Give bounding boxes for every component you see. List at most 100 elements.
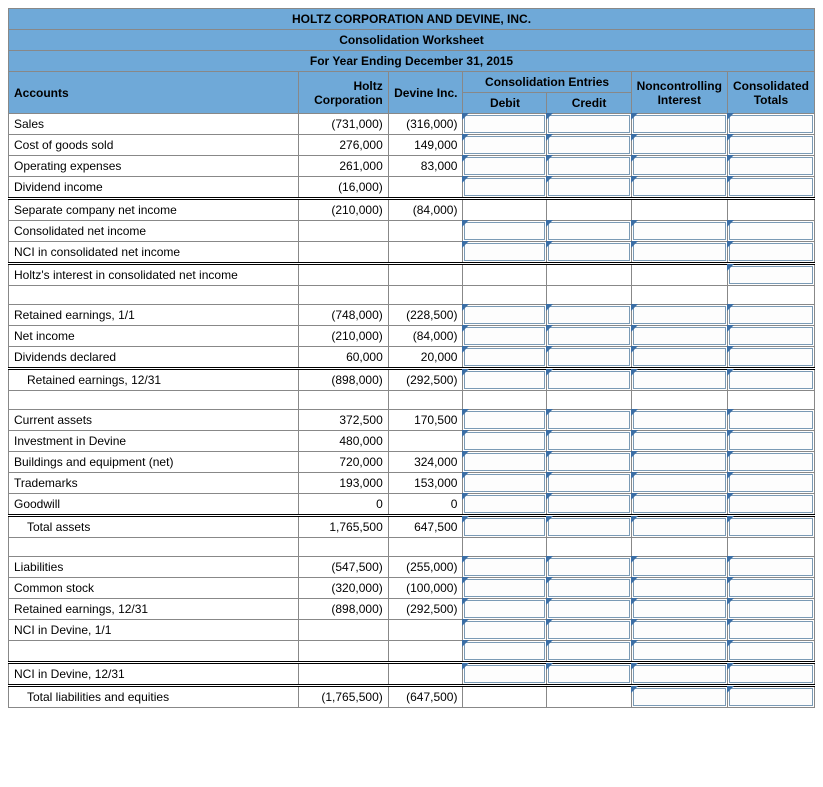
cell-tab-icon [546, 220, 553, 227]
debit-nci11-input[interactable] [464, 621, 545, 639]
totals-gw-input[interactable] [729, 495, 813, 513]
credit-gw-input[interactable] [548, 495, 629, 513]
nci-nci11-input[interactable] [633, 621, 726, 639]
debit-inv-input[interactable] [464, 432, 545, 450]
nci-blank4-input[interactable] [633, 642, 726, 660]
totals-bldg-input[interactable] [729, 453, 813, 471]
row-blank4 [9, 641, 815, 663]
nci-gw-input[interactable] [633, 495, 726, 513]
debit-opex-input[interactable] [464, 157, 545, 175]
nci-nci-consni-input[interactable] [633, 243, 726, 261]
nci-curasset-input[interactable] [633, 411, 726, 429]
debit-liab-input[interactable] [464, 558, 545, 576]
credit-divinc-input[interactable] [548, 178, 629, 196]
totals-nci1231-input[interactable] [729, 665, 813, 683]
credit-nci1231-input[interactable] [548, 665, 629, 683]
totals-tle-cell [727, 686, 814, 708]
nci-nci1231-input[interactable] [633, 665, 726, 683]
debit-nci1231-input[interactable] [464, 665, 545, 683]
debit-ta-input[interactable] [464, 518, 545, 536]
debit-divinc-input[interactable] [464, 178, 545, 196]
totals-ta-input[interactable] [729, 518, 813, 536]
debit-bldg-input[interactable] [464, 453, 545, 471]
col-credit: Credit [547, 93, 631, 114]
totals-nci11-input[interactable] [729, 621, 813, 639]
nci-cs-input[interactable] [633, 579, 726, 597]
totals-tle-input[interactable] [729, 688, 813, 706]
debit-re11-input[interactable] [464, 306, 545, 324]
credit-divdecl-input[interactable] [548, 348, 629, 366]
nci-bldg-input[interactable] [633, 453, 726, 471]
credit-opex-input[interactable] [548, 157, 629, 175]
debit-consni-input[interactable] [464, 222, 545, 240]
debit-tm-input[interactable] [464, 474, 545, 492]
nci-divinc-input[interactable] [633, 178, 726, 196]
credit-bldg-input[interactable] [548, 453, 629, 471]
credit-ta-input[interactable] [548, 518, 629, 536]
totals-divinc-input[interactable] [729, 178, 813, 196]
credit-re11-input[interactable] [548, 306, 629, 324]
col-nci: Noncontrolling Interest [631, 72, 727, 114]
debit-cs-input[interactable] [464, 579, 545, 597]
nci-netinc-input[interactable] [633, 327, 726, 345]
totals-cs-input[interactable] [729, 579, 813, 597]
credit-liab-input[interactable] [548, 558, 629, 576]
credit-nci11-input[interactable] [548, 621, 629, 639]
nci-divdecl-input[interactable] [633, 348, 726, 366]
totals-re1231b-input[interactable] [729, 600, 813, 618]
credit-nci-consni-input[interactable] [548, 243, 629, 261]
nci-blank4-cell [631, 641, 727, 663]
nci-liab-input[interactable] [633, 558, 726, 576]
totals-re1231a-input[interactable] [729, 371, 813, 389]
credit-re1231a-input[interactable] [548, 371, 629, 389]
credit-inv-input[interactable] [548, 432, 629, 450]
cell-tab-icon [727, 369, 734, 376]
debit-divdecl-input[interactable] [464, 348, 545, 366]
credit-sales-input[interactable] [548, 115, 629, 133]
debit-curasset-input[interactable] [464, 411, 545, 429]
totals-sales-input[interactable] [729, 115, 813, 133]
nci-inv-input[interactable] [633, 432, 726, 450]
totals-divdecl-input[interactable] [729, 348, 813, 366]
credit-consni-input[interactable] [548, 222, 629, 240]
debit-netinc-input[interactable] [464, 327, 545, 345]
debit-sales-input[interactable] [464, 115, 545, 133]
credit-re1231b-input[interactable] [548, 600, 629, 618]
debit-nci-consni-input[interactable] [464, 243, 545, 261]
totals-blank4-input[interactable] [729, 642, 813, 660]
credit-cs-input[interactable] [548, 579, 629, 597]
credit-blank4-input[interactable] [548, 642, 629, 660]
row-ta: Total assets1,765,500647,500 [9, 516, 815, 538]
nci-opex-input[interactable] [633, 157, 726, 175]
nci-re1231b-input[interactable] [633, 600, 726, 618]
totals-holtz-int-input[interactable] [729, 266, 813, 284]
nci-sales-input[interactable] [633, 115, 726, 133]
credit-tm-input[interactable] [548, 474, 629, 492]
nci-cogs-input[interactable] [633, 136, 726, 154]
credit-cogs-input[interactable] [548, 136, 629, 154]
totals-liab-input[interactable] [729, 558, 813, 576]
totals-netinc-input[interactable] [729, 327, 813, 345]
totals-inv-input[interactable] [729, 432, 813, 450]
totals-opex-input[interactable] [729, 157, 813, 175]
nci-re1231a-input[interactable] [633, 371, 726, 389]
nci-tm-input[interactable] [633, 474, 726, 492]
nci-tle-input[interactable] [633, 688, 726, 706]
debit-blank4-input[interactable] [464, 642, 545, 660]
debit-gw-input[interactable] [464, 495, 545, 513]
nci-re11-input[interactable] [633, 306, 726, 324]
nci-consni-input[interactable] [633, 222, 726, 240]
totals-consni-input[interactable] [729, 222, 813, 240]
debit-divdecl-cell [463, 347, 547, 369]
totals-tm-input[interactable] [729, 474, 813, 492]
debit-re1231a-input[interactable] [464, 371, 545, 389]
nci-ta-input[interactable] [633, 518, 726, 536]
totals-re11-input[interactable] [729, 306, 813, 324]
totals-curasset-input[interactable] [729, 411, 813, 429]
debit-cogs-input[interactable] [464, 136, 545, 154]
totals-cogs-input[interactable] [729, 136, 813, 154]
credit-curasset-input[interactable] [548, 411, 629, 429]
debit-re1231b-input[interactable] [464, 600, 545, 618]
totals-nci-consni-input[interactable] [729, 243, 813, 261]
credit-netinc-input[interactable] [548, 327, 629, 345]
